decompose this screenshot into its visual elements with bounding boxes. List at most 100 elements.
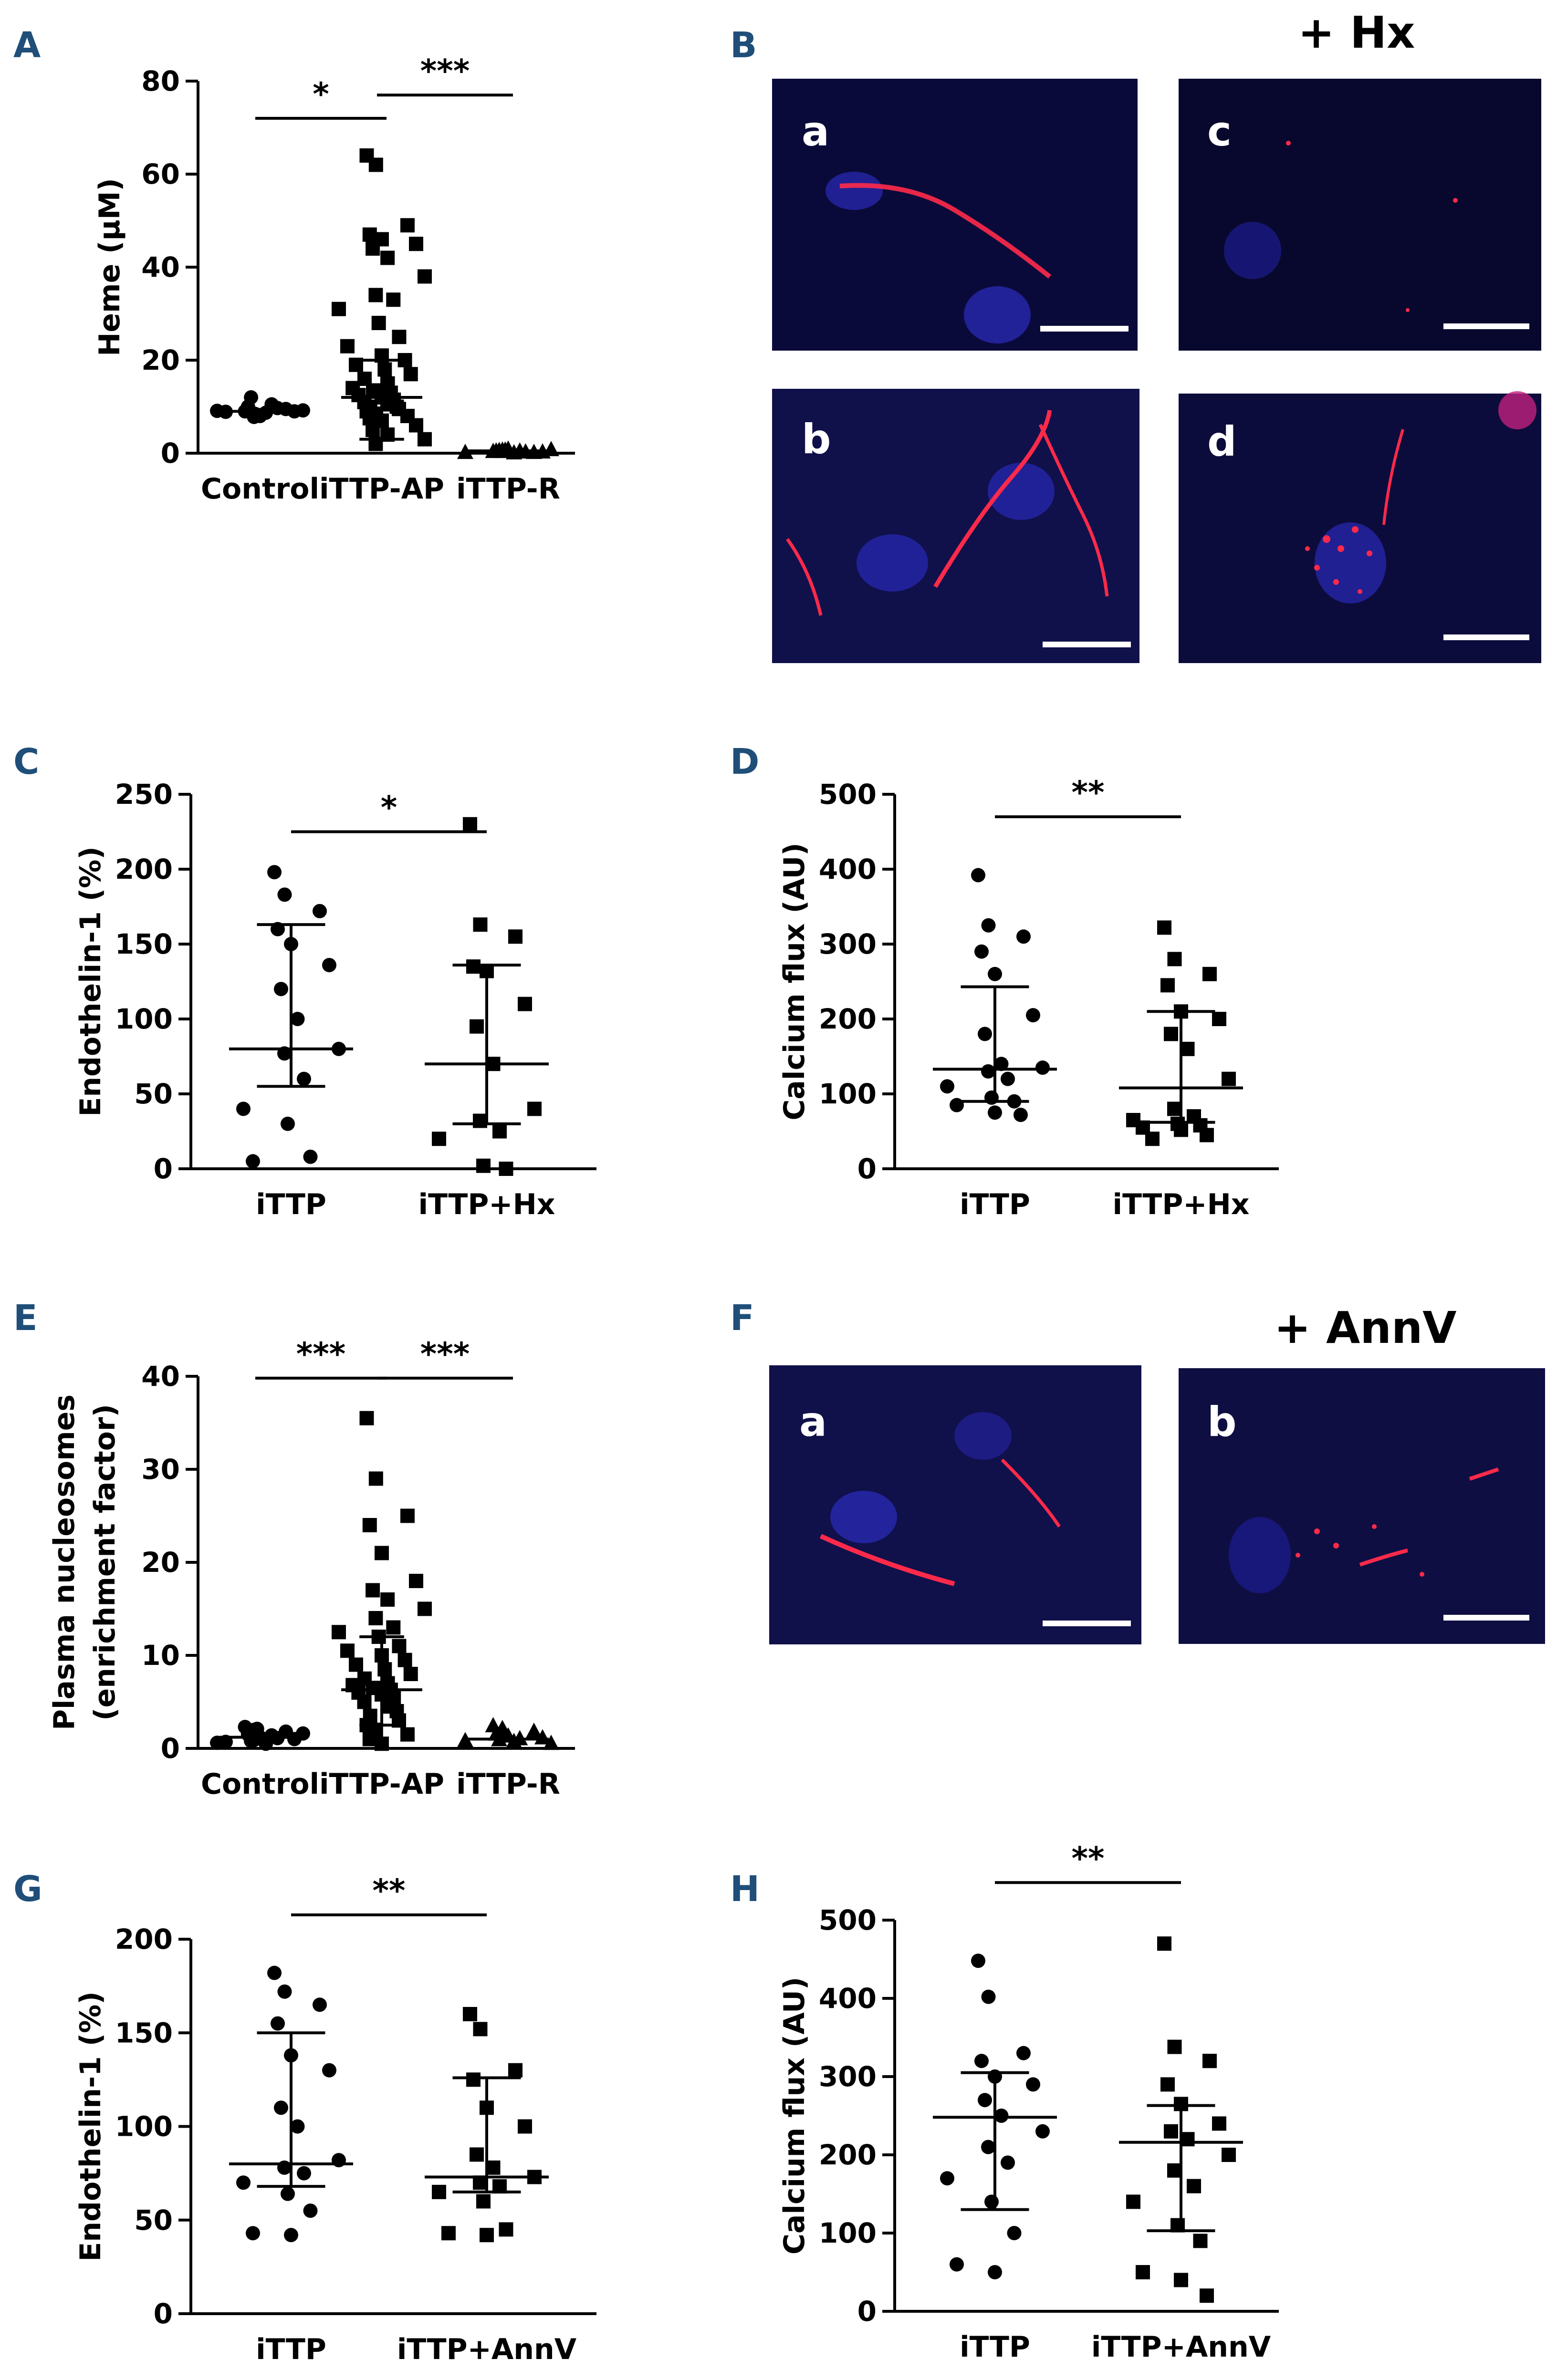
data-point [380, 250, 395, 265]
data-point [950, 2257, 964, 2272]
y-tick-label: 20 [141, 1546, 180, 1579]
micrograph-letter-a: a [802, 108, 829, 156]
data-point [543, 441, 559, 457]
micrograph-b-b [772, 389, 1139, 663]
nucleus [954, 1412, 1012, 1460]
y-tick-label: 150 [115, 928, 173, 960]
data-point [1164, 2124, 1178, 2139]
y-tick-label: 0 [161, 437, 180, 469]
y-tick-label: 0 [154, 2297, 173, 2330]
significance-label: *** [420, 1336, 470, 1372]
data-point [473, 2022, 488, 2037]
data-point [368, 288, 383, 302]
data-point [1180, 2132, 1195, 2147]
chart-endothelin-hx: 0 50 100 150 200 250 Endothelin-1 (%) iTTP iTTP+… [74, 778, 596, 1221]
y-tick-label: 200 [819, 1003, 877, 1035]
data-point [375, 1736, 389, 1751]
chart-endothelin-annv: 0 50 100 150 200 Endothelin-1 (%) iTTP iTTP+Ann… [74, 1872, 596, 2366]
data-point [470, 1019, 484, 1034]
y-tick-label: 400 [819, 853, 877, 885]
data-point [1007, 2226, 1022, 2240]
y-tick-label: 400 [819, 1982, 877, 2015]
y-tick-label: 80 [141, 65, 180, 97]
micrograph-f-b [1179, 1368, 1545, 1644]
data-point [1167, 1102, 1181, 1116]
data-point [409, 1574, 423, 1588]
data-point [981, 2140, 995, 2154]
treatment-label-annv: + AnnV [1274, 1302, 1457, 1353]
data-point [371, 316, 386, 330]
data-point [950, 1098, 964, 1112]
data-point [1035, 1060, 1050, 1075]
x-category-label: iTTP [960, 1188, 1030, 1221]
data-point [1136, 2265, 1150, 2279]
data-point [281, 2186, 295, 2201]
data-point [277, 887, 292, 902]
data-point [971, 1954, 985, 1968]
x-category-label: iTTP+AnnV [397, 2333, 577, 2366]
significance-label: ** [372, 1872, 405, 1909]
vwf-string [1382, 429, 1404, 525]
data-point [1157, 1936, 1171, 1951]
data-point [267, 865, 282, 880]
data-point [1016, 929, 1031, 944]
y-tick-label: 200 [115, 853, 173, 885]
data-point [463, 2007, 477, 2021]
data-point [984, 2194, 999, 2209]
y-tick-label: 40 [141, 251, 180, 283]
y-tick-label: 200 [115, 1923, 173, 1955]
data-point [974, 944, 989, 959]
y-tick-label: 0 [857, 1153, 877, 1185]
data-point [332, 1625, 346, 1640]
y-axis-label: Calcium flux (AU) [778, 842, 811, 1120]
data-point [1174, 1122, 1188, 1137]
y-tick-label: 50 [134, 2204, 173, 2236]
data-point [267, 1965, 282, 1980]
data-point [296, 403, 310, 418]
data-point [1200, 2288, 1214, 2303]
data-point [940, 1079, 954, 1094]
x-category-label: Control [201, 1767, 319, 1801]
panel-letter-h: H [730, 1869, 760, 1910]
y-tick-label: 50 [134, 1078, 173, 1110]
y-tick-label: 10 [141, 1639, 180, 1672]
data-point [1160, 2077, 1175, 2092]
x-category-label: iTTP [256, 2333, 326, 2366]
x-category-label: iTTP [960, 2330, 1030, 2364]
data-point [971, 868, 985, 883]
data-point [981, 918, 996, 933]
vwf-string [1001, 1458, 1061, 1528]
data-point [244, 390, 259, 405]
panel-letter-a: A [13, 25, 41, 66]
nucleus [826, 172, 883, 210]
data-point [236, 1102, 251, 1116]
y-axis-label: Calcium flux (AU) [778, 1977, 811, 2255]
data-point [994, 1057, 1009, 1071]
chart-calcium-annv: 0 100 200 300 400 500 Calcium flux (AU) iTTP iTT… [778, 1840, 1279, 2364]
data-point [400, 1508, 415, 1523]
data-point [1212, 2116, 1226, 2131]
y-tick-label: 20 [141, 344, 180, 376]
data-point [463, 817, 477, 831]
data-point [1202, 2054, 1217, 2068]
data-point [981, 1064, 995, 1079]
scale-bar [1443, 323, 1529, 329]
data-point [1180, 1041, 1195, 1056]
y-tick-label: 40 [141, 1360, 180, 1393]
data-point [1200, 1128, 1214, 1143]
nucleus [1498, 391, 1536, 429]
significance-label: * [313, 76, 329, 113]
significance-label: * [381, 790, 397, 826]
data-point [940, 2171, 954, 2186]
data-point [1167, 952, 1182, 967]
y-tick-label: 250 [115, 778, 173, 811]
data-point [497, 441, 513, 457]
scale-bar [1043, 1621, 1131, 1626]
data-point [473, 1113, 487, 1128]
data-point [988, 967, 1002, 981]
data-point [1035, 2124, 1050, 2139]
data-point [368, 1471, 383, 1486]
vwf-dots [1286, 141, 1458, 594]
